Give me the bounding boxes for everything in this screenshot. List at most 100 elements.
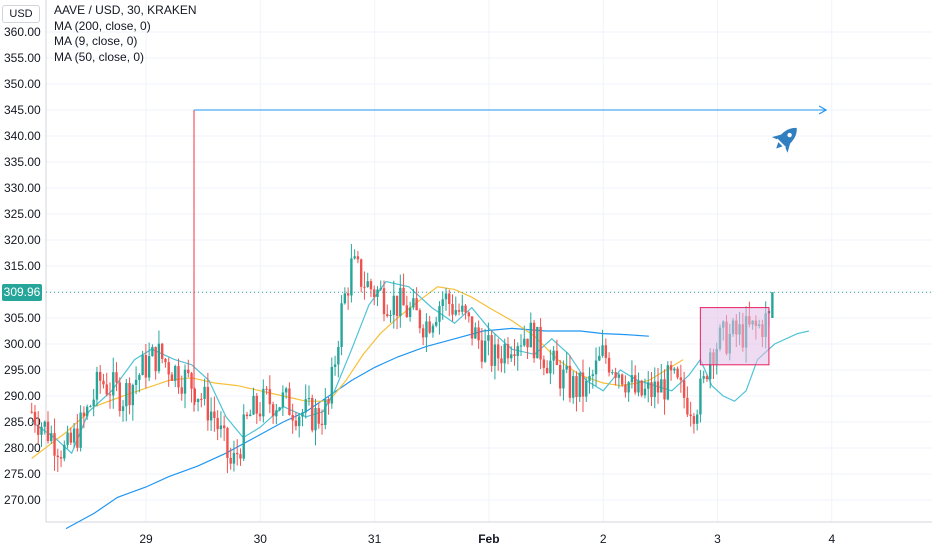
y-tick-label: 320.00 <box>4 233 41 247</box>
ma200-line[interactable] <box>65 327 649 530</box>
y-tick-label: 360.00 <box>4 25 41 39</box>
currency-button[interactable]: USD <box>2 5 40 23</box>
candle-body <box>85 406 89 417</box>
candle-body <box>53 433 56 456</box>
candle-body <box>294 420 298 427</box>
candle-body <box>252 395 255 415</box>
candle-body <box>200 398 203 400</box>
x-tick-label: 31 <box>368 532 382 546</box>
candle-body <box>366 281 369 287</box>
candle-body <box>617 374 621 378</box>
candle-body <box>633 375 637 393</box>
x-tick-label: 30 <box>254 532 268 546</box>
candle-body <box>183 369 187 394</box>
rocket-icon[interactable] <box>768 120 804 156</box>
candle-body <box>304 399 307 413</box>
candle-body <box>682 380 686 398</box>
candle-body <box>307 397 311 400</box>
ma9-legend[interactable]: MA (9, close, 0) <box>54 34 138 48</box>
candle-body <box>206 386 210 421</box>
candle-body <box>82 412 86 417</box>
rocket-window <box>787 132 792 138</box>
candle-body <box>350 258 353 296</box>
rocket-fin-left <box>771 134 782 140</box>
candle-body <box>702 376 705 379</box>
candle-body <box>79 412 82 448</box>
candle-body <box>444 293 448 300</box>
candle-body <box>480 340 484 362</box>
candle-body <box>281 392 285 408</box>
candle-body <box>324 399 327 426</box>
candle-body <box>226 428 229 458</box>
ma200-legend[interactable]: MA (200, close, 0) <box>54 18 151 33</box>
candle-body <box>236 452 239 455</box>
candle-body <box>376 289 379 297</box>
rocket-flame <box>776 142 783 149</box>
candle-body <box>373 289 376 297</box>
candle-body <box>95 371 99 400</box>
candle-body <box>568 365 572 398</box>
candle-body <box>513 354 516 357</box>
candle-body <box>529 322 533 348</box>
candle-body <box>483 340 487 362</box>
rocket-body <box>777 127 797 148</box>
candle-body <box>695 414 699 424</box>
candle-body <box>607 357 611 373</box>
candle-body <box>666 365 670 400</box>
candle-body <box>174 366 177 381</box>
candle-body <box>379 288 382 290</box>
ma50-line[interactable] <box>31 286 684 459</box>
candle-body <box>412 298 415 308</box>
candle-body <box>177 366 180 388</box>
candle-body <box>363 286 366 288</box>
candle-body <box>317 408 320 424</box>
candle-body <box>552 350 555 361</box>
x-tick-label: Feb <box>478 532 499 546</box>
candle-body <box>337 346 340 365</box>
candle-body <box>258 413 262 417</box>
candle-body <box>37 424 40 435</box>
candle-body <box>598 355 601 361</box>
symbol-title[interactable]: AAVE / USD, 30, KRAKEN <box>54 3 197 17</box>
candle-body <box>56 455 59 458</box>
candle-body <box>301 412 304 417</box>
candle-body <box>154 346 157 372</box>
candle-body <box>594 360 598 375</box>
candle-body <box>59 457 63 459</box>
y-tick-label: 290.00 <box>4 389 41 403</box>
candle-body <box>679 377 683 381</box>
candle-body <box>438 306 441 322</box>
candle-body <box>650 382 653 398</box>
x-tick-label: 2 <box>600 532 607 546</box>
x-tick-label: 3 <box>714 532 721 546</box>
candle-body <box>353 256 356 259</box>
y-tick-label: 355.00 <box>4 51 41 65</box>
candle-body <box>262 388 265 417</box>
candle-body <box>249 414 252 417</box>
candle-body <box>493 344 497 366</box>
candle-body <box>395 295 399 317</box>
ma50-legend[interactable]: MA (50, close, 0) <box>54 49 145 64</box>
y-tick-label: 285.00 <box>4 415 41 429</box>
candle-body <box>467 312 471 317</box>
candle-body <box>242 414 245 459</box>
candle-body <box>138 375 141 380</box>
y-tick-label: 295.00 <box>4 363 41 377</box>
candle-body <box>265 388 268 390</box>
candle-body <box>193 388 197 402</box>
candle-body <box>653 381 656 398</box>
candle-body <box>408 307 412 318</box>
consolidation-box[interactable] <box>699 307 770 366</box>
candle-body <box>76 428 79 448</box>
candle-body <box>510 354 513 359</box>
candle-body <box>656 381 660 393</box>
candle-body <box>187 369 190 374</box>
candle-body <box>196 398 200 402</box>
candle-body <box>30 411 33 413</box>
candle-body <box>500 358 503 364</box>
candle-body <box>630 375 634 383</box>
candle-body <box>451 303 454 315</box>
candle-body <box>118 382 121 412</box>
